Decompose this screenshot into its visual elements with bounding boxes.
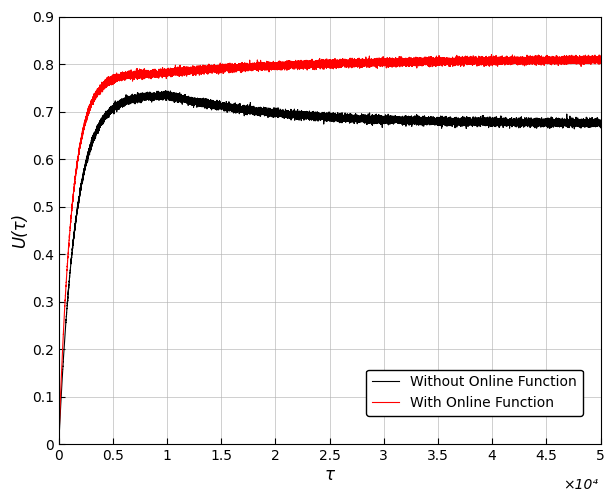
Without Online Function bbox=[381, 116, 389, 122]
Without Online Function bbox=[162, 88, 169, 94]
With Online Function bbox=[262, 62, 270, 68]
Without Online Function bbox=[597, 122, 604, 128]
Text: ×10⁴: ×10⁴ bbox=[563, 478, 598, 492]
With Online Function bbox=[597, 57, 604, 63]
With Online Function bbox=[55, 441, 62, 447]
Without Online Function bbox=[185, 98, 193, 104]
With Online Function bbox=[92, 94, 99, 100]
Line: With Online Function: With Online Function bbox=[59, 54, 601, 444]
Line: Without Online Function: Without Online Function bbox=[59, 90, 601, 444]
With Online Function bbox=[185, 69, 193, 75]
X-axis label: τ: τ bbox=[325, 466, 334, 483]
Without Online Function bbox=[457, 118, 464, 124]
Legend: Without Online Function, With Online Function: Without Online Function, With Online Fun… bbox=[366, 370, 583, 416]
Y-axis label: U(τ): U(τ) bbox=[11, 213, 29, 248]
Without Online Function bbox=[349, 114, 357, 120]
With Online Function bbox=[349, 61, 357, 67]
With Online Function bbox=[457, 58, 464, 64]
With Online Function bbox=[488, 52, 495, 58]
Without Online Function bbox=[92, 129, 99, 135]
With Online Function bbox=[381, 60, 389, 66]
Without Online Function bbox=[262, 108, 270, 114]
Without Online Function bbox=[55, 441, 62, 447]
